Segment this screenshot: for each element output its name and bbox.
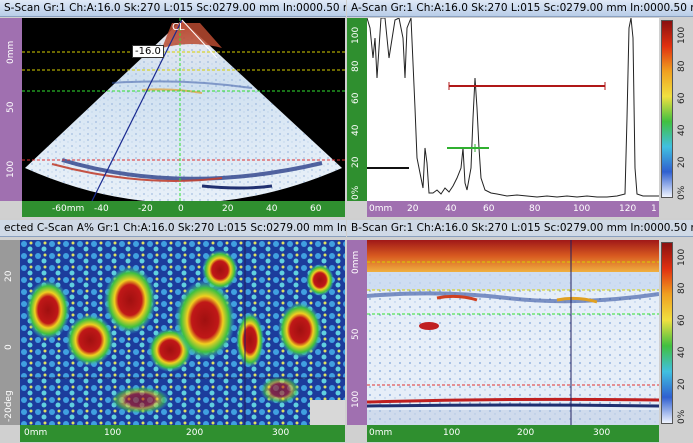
cscan-vtick: 20 <box>4 270 14 282</box>
cscan-title: ected C-Scan A% Gr:1 Ch:A:16.0 Sk:270 L:… <box>0 220 346 237</box>
cscan-panel[interactable]: ected C-Scan A% Gr:1 Ch:A:16.0 Sk:270 L:… <box>0 220 346 443</box>
sscan-htick: -60mm <box>52 204 85 214</box>
bscan-htick: 300 <box>593 428 611 438</box>
cscan-htick: 100 <box>104 428 122 438</box>
colorbar-tick: 60 <box>677 92 687 104</box>
ascan-vertical-ruler[interactable]: 0% 20 40 60 80 100 <box>347 18 367 201</box>
colorbar-tick: 80 <box>677 60 687 72</box>
sscan-vtick-1: 50 <box>6 101 16 113</box>
bscan-horizontal-ruler[interactable]: 0mm 100 200 300 <box>367 425 659 442</box>
ascan-panel[interactable]: A-Scan Gr:1 Ch:A:16.0 Sk:270 L:015 Sc:02… <box>347 0 693 218</box>
colorbar-tick: 100 <box>677 248 687 266</box>
ascan-vtick: 80 <box>351 60 361 72</box>
sscan-cl-label: CL <box>172 22 185 33</box>
bscan-htick: 100 <box>443 428 461 438</box>
sscan-vtick-2: 100 <box>6 160 16 178</box>
sscan-htick: -40 <box>94 204 109 214</box>
bscan-panel[interactable]: B-Scan Gr:1 Ch:A:16.0 Sk:270 L:015 Sc:02… <box>347 220 693 443</box>
sscan-htick: 20 <box>222 204 234 214</box>
colorbar-tick: 20 <box>677 378 687 390</box>
cscan-htick: 200 <box>186 428 204 438</box>
ascan-colorbar-scale: 0% 20 40 60 80 100 <box>673 18 693 201</box>
bscan-vtick: 100 <box>351 390 361 408</box>
colorbar-tick: 40 <box>677 124 687 136</box>
bscan-vtick: 0mm <box>351 250 361 274</box>
bscan-image[interactable] <box>366 240 660 425</box>
ascan-vtick: 40 <box>351 124 361 136</box>
cscan-vtick: 0 <box>4 344 14 350</box>
cscan-htick: 300 <box>272 428 290 438</box>
ascan-horizontal-ruler[interactable]: 0mm 20 40 60 80 100 120 1 <box>367 201 659 217</box>
colorbar-tick: 60 <box>677 314 687 326</box>
cscan-htick: 0mm <box>24 428 48 438</box>
ascan-title: A-Scan Gr:1 Ch:A:16.0 Sk:270 L:015 Sc:02… <box>347 0 693 17</box>
ascan-vtick: 20 <box>351 156 361 168</box>
sscan-htick: 60 <box>310 204 322 214</box>
bscan-colorbar-scale: 0% 20 40 60 80 100 <box>673 240 693 425</box>
ascan-vtick: 60 <box>351 92 361 104</box>
sscan-htick: -20 <box>138 204 153 214</box>
ascan-htick: 0mm <box>369 204 393 214</box>
bscan-htick: 0mm <box>369 428 393 438</box>
cscan-svg <box>20 240 345 425</box>
sscan-svg <box>22 18 345 203</box>
sscan-htick: 0 <box>178 204 184 214</box>
bscan-vtick: 50 <box>351 328 361 340</box>
cscan-vaxis-label: -20deg <box>4 390 14 422</box>
cscan-vertical-ruler[interactable]: 20 0 -20deg <box>0 240 20 425</box>
sscan-vtick-0: 0mm <box>6 40 16 64</box>
bscan-title: B-Scan Gr:1 Ch:A:16.0 Sk:270 L:015 Sc:02… <box>347 220 693 237</box>
ascan-svg <box>366 17 659 198</box>
colorbar-tick: 100 <box>677 26 687 44</box>
bscan-colorbar <box>661 242 673 424</box>
sscan-panel[interactable]: S-Scan Gr:1 Ch:A:16.0 Sk:270 L:015 Sc:02… <box>0 0 346 218</box>
ascan-htick: 40 <box>445 204 457 214</box>
bscan-htick: 200 <box>517 428 535 438</box>
sscan-image[interactable]: -16.0 CL <box>22 18 345 203</box>
colorbar-tick: 0% <box>677 185 687 200</box>
sscan-horizontal-ruler[interactable]: -60mm -40 -20 0 20 40 60 <box>22 201 345 217</box>
colorbar-tick: 40 <box>677 346 687 358</box>
colorbar-tick: 80 <box>677 282 687 294</box>
ascan-colorbar <box>661 20 673 198</box>
sscan-htick: 40 <box>266 204 278 214</box>
bscan-vertical-ruler[interactable]: 0mm 50 100 <box>347 240 367 425</box>
cscan-image[interactable] <box>20 240 345 425</box>
cscan-horizontal-ruler[interactable]: 0mm 100 200 300 <box>20 425 345 442</box>
ascan-vtick: 100 <box>351 26 361 44</box>
ascan-htick: 60 <box>483 204 495 214</box>
ascan-plot[interactable] <box>366 17 659 201</box>
ascan-htick: 120 <box>619 204 637 214</box>
ascan-htick: 80 <box>529 204 541 214</box>
sscan-angle-label[interactable]: -16.0 <box>132 45 164 58</box>
ascan-htick: 1 <box>651 204 657 214</box>
sscan-vertical-ruler[interactable]: 0mm 50 100 <box>0 18 22 201</box>
ascan-htick: 100 <box>573 204 591 214</box>
ascan-vtick: 0% <box>351 185 361 200</box>
ascan-htick: 20 <box>407 204 419 214</box>
bscan-svg <box>366 240 660 425</box>
colorbar-tick: 20 <box>677 156 687 168</box>
sscan-title: S-Scan Gr:1 Ch:A:16.0 Sk:270 L:015 Sc:02… <box>0 0 346 17</box>
colorbar-tick: 0% <box>677 409 687 424</box>
